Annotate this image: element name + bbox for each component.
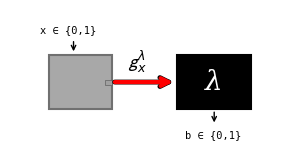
Text: λ: λ (206, 68, 223, 96)
Text: x ∈ {0,1}: x ∈ {0,1} (40, 25, 96, 35)
Text: b ∈ {0,1}: b ∈ {0,1} (185, 130, 241, 140)
Bar (177, 55, 251, 109)
FancyArrow shape (105, 80, 112, 85)
Text: $\mathcal{g}_x^\lambda$: $\mathcal{g}_x^\lambda$ (128, 49, 147, 75)
Bar (49, 55, 112, 109)
